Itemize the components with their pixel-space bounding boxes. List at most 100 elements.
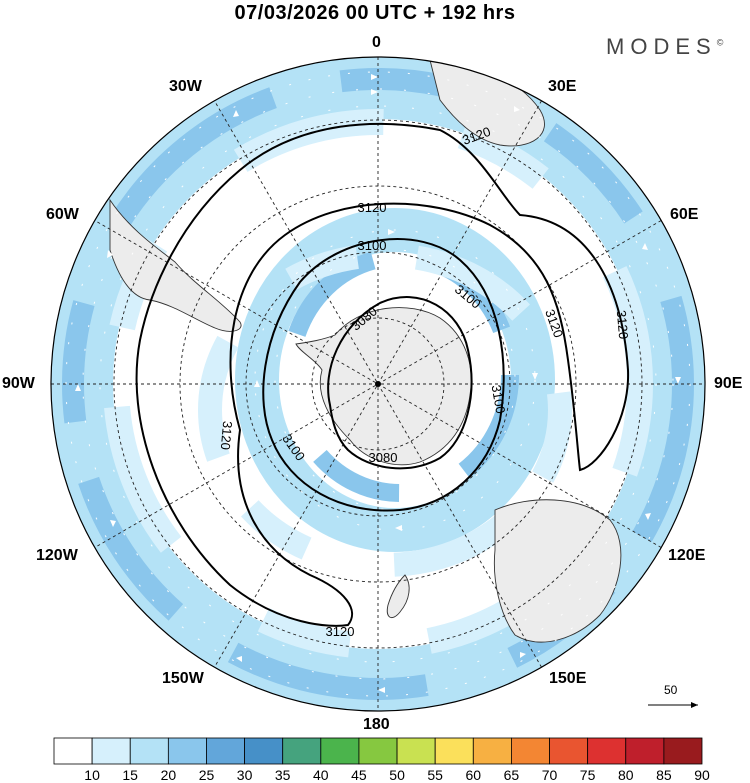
- colorbar-box: [53, 737, 93, 765]
- colorbar: [53, 737, 703, 765]
- colorbar-box: [282, 737, 322, 765]
- colorbar-label: 20: [160, 767, 177, 783]
- contour-3080: [327, 296, 473, 470]
- lon-label-30e: 30E: [548, 78, 577, 95]
- map-boundary: [50, 56, 706, 712]
- polar-jet-edge: [198, 243, 572, 577]
- colorbar-box: [244, 737, 284, 765]
- colorbar-box: [206, 737, 245, 765]
- wind-arrow: [388, 229, 395, 235]
- colorbar-box: [549, 737, 589, 765]
- colorbar-label: 70: [541, 767, 558, 783]
- lon-label-180: 180: [363, 716, 390, 733]
- wind-arrow: [378, 687, 385, 693]
- streamline: [65, 71, 691, 697]
- height-contours: [135, 122, 630, 627]
- contour-label: 3120: [358, 200, 387, 215]
- colorbar-label: 45: [351, 767, 367, 783]
- map-title: 07/03/2026 00 UTC + 192 hrs: [234, 2, 516, 24]
- wind-arrow: [75, 384, 81, 391]
- wind-arrow: [395, 525, 402, 531]
- australia: [493, 499, 622, 643]
- colorbar-box: [472, 737, 512, 765]
- wind-arrow: [520, 652, 526, 658]
- colorbar-label: 15: [122, 767, 138, 783]
- colorbar-box: [320, 737, 360, 765]
- lon-label-90e: 90E: [714, 375, 743, 392]
- colorbar-label: 30: [236, 767, 253, 783]
- south-pole-marker: [375, 381, 381, 387]
- wind-arrow: [254, 380, 260, 387]
- south-america: [109, 198, 242, 332]
- meridian-line: [94, 220, 662, 548]
- colorbar-label: 65: [503, 767, 520, 783]
- contour-label: 3100: [489, 384, 509, 415]
- lon-label-0: 0: [372, 34, 381, 51]
- contour-label: 3080: [369, 450, 398, 465]
- colorbar-box: [663, 737, 703, 765]
- polar-jet-core: [281, 248, 519, 502]
- colorbar-box: [625, 737, 665, 765]
- wind-arrow: [233, 110, 239, 117]
- streamline: [274, 249, 516, 511]
- contour-label: 3100: [358, 238, 387, 253]
- colorbar-label: 75: [579, 767, 596, 783]
- lon-label-150w: 150W: [162, 670, 204, 687]
- colorbar-box: [358, 737, 398, 765]
- colorbar-label: 55: [427, 767, 443, 783]
- wind-arrow: [371, 89, 378, 95]
- lon-label-60w: 60W: [46, 206, 79, 223]
- contour-3100: [262, 238, 505, 512]
- colorbar-label: 80: [618, 767, 634, 783]
- colorbar-box: [396, 737, 436, 765]
- wind-arrow: [514, 106, 520, 112]
- contour-3120-inner: [135, 122, 630, 627]
- colorbar-box: [91, 737, 131, 765]
- lon-label-120w: 120W: [36, 547, 78, 564]
- colorbar-box: [167, 737, 207, 765]
- colorbar-box: [434, 737, 474, 765]
- streamline: [82, 88, 674, 680]
- brand-logo: MODES©: [606, 34, 723, 60]
- wind-arrow: [236, 656, 242, 662]
- colorbar-box: [587, 737, 627, 765]
- wind-reference-arrow: [648, 702, 698, 708]
- wind-reference-label: 50: [664, 683, 678, 697]
- antarctica: [295, 307, 472, 466]
- meridian-line: [214, 100, 542, 668]
- brand-name: MODES: [606, 34, 717, 59]
- contour-label: 3120: [326, 624, 355, 639]
- wind-arrow: [532, 373, 538, 380]
- lon-label-60e: 60E: [670, 206, 699, 223]
- lon-label-30w: 30W: [169, 78, 202, 95]
- graticule: [51, 57, 705, 711]
- colorbar-label: 40: [313, 767, 329, 783]
- colorbar-label: 60: [465, 767, 482, 783]
- colorbar-boxes: [53, 737, 703, 765]
- meridian-line: [214, 100, 542, 668]
- new-zealand: [386, 574, 410, 619]
- contour-label: 3120: [614, 310, 631, 340]
- colorbar-label: 25: [198, 767, 215, 783]
- colorbar-label: 10: [84, 767, 100, 783]
- meridian-line: [94, 220, 662, 548]
- land-masses: [109, 58, 622, 643]
- wind-arrows: [75, 74, 681, 693]
- colorbar-label: 35: [274, 767, 291, 783]
- wind-arrow: [107, 250, 113, 258]
- reference-arrow-head: [691, 702, 698, 708]
- lon-label-150e: 150E: [549, 670, 587, 687]
- wind-arrow: [642, 243, 648, 250]
- colorbar-label: 85: [656, 767, 672, 783]
- colorbar-box: [511, 737, 550, 765]
- wind-arrow: [675, 377, 681, 384]
- brand-copyright: ©: [716, 37, 724, 48]
- colorbar-box: [129, 737, 169, 765]
- wind-arrow: [110, 520, 116, 527]
- lon-label-90w: 90W: [2, 375, 35, 392]
- streamline: [99, 105, 657, 663]
- lon-label-120e: 120E: [668, 547, 706, 564]
- contour-label: 3120: [218, 420, 235, 450]
- colorbar-label: 50: [389, 767, 405, 783]
